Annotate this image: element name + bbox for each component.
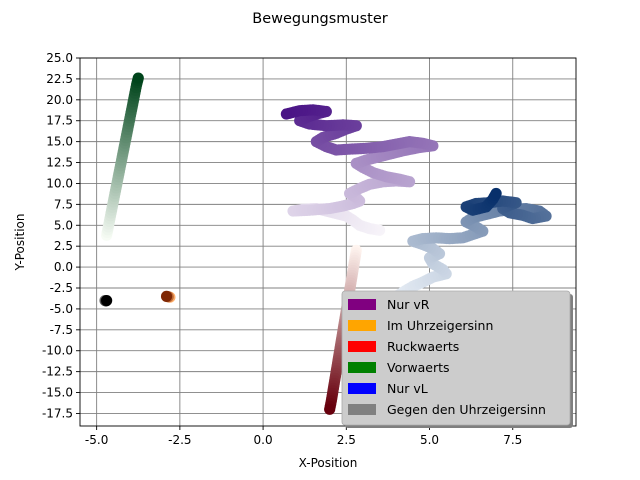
y-tick-label: 5.0 bbox=[54, 218, 73, 232]
y-tick-label: 0.0 bbox=[54, 260, 73, 274]
y-tick-label: 22.5 bbox=[46, 72, 73, 86]
legend-swatch bbox=[348, 299, 376, 310]
x-tick-label: 0.0 bbox=[254, 433, 273, 447]
chart-title: Bewegungsmuster bbox=[252, 11, 387, 27]
y-tick-label: -12.5 bbox=[42, 365, 73, 379]
y-tick-label: 20.0 bbox=[46, 93, 73, 107]
y-tick-label: -15.0 bbox=[42, 386, 73, 400]
legend-box bbox=[341, 290, 571, 426]
y-axis-ticks: 25.0 22.5 20.0 17.5 15.0 12.5 10.0 7.5 5.0 2.5 0.0… bbox=[42, 51, 80, 420]
legend-label: Gegen den Uhrzeigersinn bbox=[387, 402, 546, 417]
y-tick-label: 15.0 bbox=[46, 135, 73, 149]
y-tick-label: 2.5 bbox=[54, 239, 73, 253]
x-tick-label: -2.5 bbox=[168, 433, 191, 447]
legend-label: Nur vR bbox=[387, 297, 430, 312]
x-tick-label: 5.0 bbox=[420, 433, 439, 447]
scatter-point bbox=[132, 72, 144, 84]
x-tick-label: -5.0 bbox=[85, 433, 108, 447]
legend-swatch bbox=[348, 404, 376, 415]
y-tick-label: -17.5 bbox=[42, 406, 73, 420]
scatter-point bbox=[324, 403, 336, 415]
y-tick-label: -2.5 bbox=[50, 281, 73, 295]
x-tick-label: 2.5 bbox=[337, 433, 356, 447]
y-tick-label: 17.5 bbox=[46, 114, 73, 128]
x-axis-title: X-Position bbox=[299, 456, 358, 470]
y-axis-title: Y-Position bbox=[13, 214, 27, 272]
y-tick-label: 12.5 bbox=[46, 156, 73, 170]
scatter-point bbox=[101, 294, 113, 307]
scatter-point bbox=[160, 290, 173, 302]
legend-swatch bbox=[348, 320, 376, 331]
scatter-point bbox=[490, 187, 502, 200]
plot-frame bbox=[79, 57, 577, 427]
scatter-point bbox=[280, 108, 292, 120]
x-axis-ticks: -5.0 -2.5 0.0 2.5 5.0 7.5 bbox=[85, 426, 522, 447]
legend-label: Vorwaerts bbox=[387, 360, 450, 375]
legend-swatch bbox=[348, 341, 376, 352]
legend-label: Nur vL bbox=[387, 381, 428, 396]
y-tick-label: 10.0 bbox=[46, 176, 73, 190]
x-tick-label: 7.5 bbox=[503, 433, 522, 447]
legend-swatch bbox=[348, 383, 376, 394]
legend-swatch bbox=[348, 362, 376, 373]
y-tick-label: -10.0 bbox=[42, 344, 73, 358]
legend: Nur vR Im Uhrzeigersinn Ruckwaerts Vorwaert… bbox=[341, 290, 573, 428]
y-tick-label: 25.0 bbox=[46, 51, 73, 65]
y-tick-label: 7.5 bbox=[54, 197, 73, 211]
y-tick-label: -7.5 bbox=[50, 323, 73, 337]
legend-label: Ruckwaerts bbox=[387, 339, 459, 354]
y-tick-label: -5.0 bbox=[50, 302, 73, 316]
legend-label: Im Uhrzeigersinn bbox=[387, 318, 493, 333]
